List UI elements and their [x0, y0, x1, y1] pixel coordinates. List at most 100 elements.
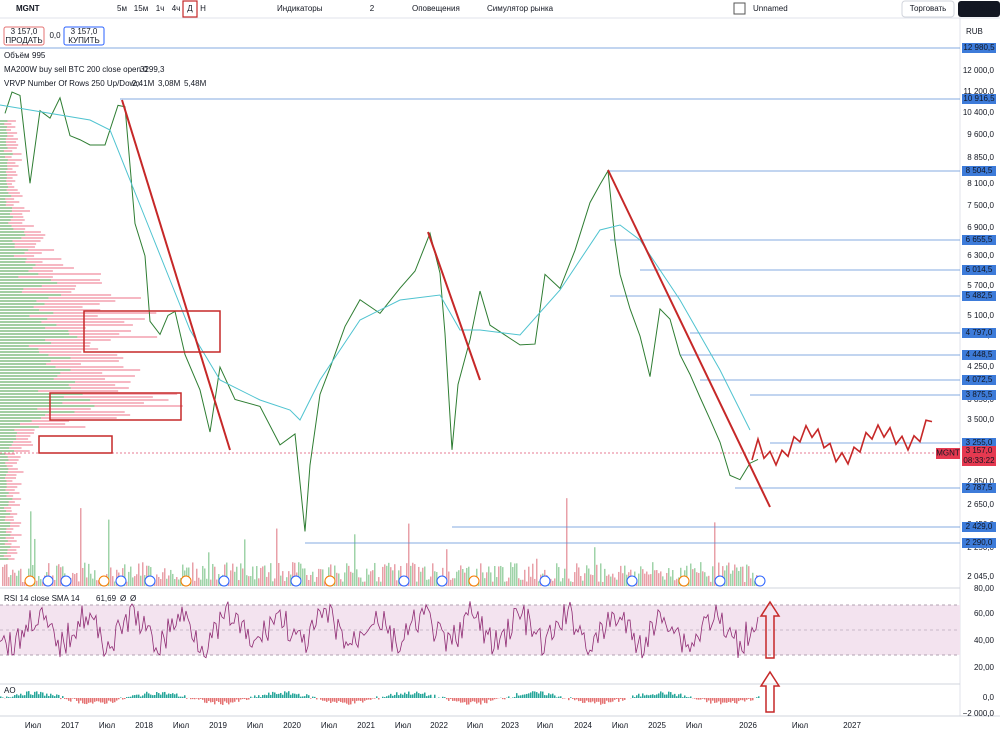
volume-profile-up	[0, 363, 46, 365]
volume-bar	[38, 576, 40, 586]
time-label: Июл	[321, 721, 338, 730]
ao-bar	[96, 698, 98, 701]
ao-bar	[54, 696, 56, 698]
ao-bar	[688, 697, 690, 698]
volume-profile-up	[0, 255, 14, 257]
volume-bar	[452, 578, 454, 586]
ao-bar	[528, 693, 530, 698]
ao-bar	[360, 698, 362, 701]
ao-bar	[346, 698, 348, 704]
ao-bar	[312, 697, 314, 698]
interval-button[interactable]: 15м	[134, 4, 148, 13]
volume-profile-up	[0, 342, 51, 344]
layout-checkbox[interactable]	[734, 3, 745, 14]
interval-button[interactable]: 1ч	[156, 4, 165, 13]
ao-bar	[262, 695, 264, 698]
ao-bar	[352, 698, 354, 701]
volume-profile-up	[0, 306, 34, 308]
volume-bar	[502, 567, 504, 586]
ao-bar	[494, 698, 496, 699]
ao-bar	[336, 698, 338, 703]
price-label: 6 300,0	[967, 251, 994, 260]
volume-profile-up	[0, 318, 47, 320]
ao-bar	[316, 698, 318, 699]
ao-bar	[164, 692, 166, 698]
ao-bar	[446, 698, 448, 699]
event-marker	[627, 576, 637, 586]
volume-bar	[752, 573, 754, 586]
indicators-button[interactable]: Индикаторы	[277, 4, 323, 13]
volume-bar	[4, 565, 6, 586]
ao-bar	[22, 695, 24, 698]
volume-bar	[408, 524, 410, 586]
volume-bar	[744, 582, 746, 586]
trade-button[interactable]: Торговать	[910, 4, 947, 13]
ao-bar	[428, 695, 430, 698]
ao-bar	[184, 695, 186, 698]
event-marker	[61, 576, 71, 586]
ao-bar	[258, 695, 260, 698]
volume-profile-up	[0, 435, 16, 437]
publish-button[interactable]: Опубликов	[964, 4, 1000, 13]
volume-profile-up	[0, 177, 7, 179]
time-label: 2027	[843, 721, 861, 730]
volume-bar	[500, 566, 502, 586]
volume-bar	[666, 573, 668, 586]
ao-bar	[106, 698, 108, 703]
volume-bar	[494, 566, 496, 586]
volume-bar	[274, 578, 276, 586]
volume-bar	[388, 563, 390, 586]
alerts-button[interactable]: Оповещения	[412, 4, 460, 13]
ao-bar	[680, 694, 682, 698]
volume-profile-up	[0, 330, 68, 332]
level-label: 3 875,5	[966, 390, 993, 399]
buy-price: 3 157,0	[71, 27, 98, 36]
ao-bar	[456, 698, 458, 701]
volume-bar	[22, 582, 24, 586]
interval-button[interactable]: 5м	[117, 4, 127, 13]
interval-button[interactable]: Д	[187, 4, 193, 13]
volume-profile-up	[0, 357, 70, 359]
volume-bar	[460, 565, 462, 586]
ao-bar	[640, 697, 642, 698]
volume-bar	[704, 572, 706, 586]
interval-button[interactable]: 4ч	[172, 4, 181, 13]
simulator-button[interactable]: Симулятор рынка	[487, 4, 554, 13]
volume-bar	[590, 575, 592, 586]
sell-price: 3 157,0	[11, 27, 38, 36]
symbol-search[interactable]: MGNT	[16, 4, 40, 13]
ao-bar	[44, 696, 46, 698]
event-marker	[43, 576, 53, 586]
volume-bar	[342, 582, 344, 586]
price-label: 8 850,0	[967, 153, 994, 162]
volume-bar	[638, 574, 640, 586]
volume-profile-up	[0, 189, 7, 191]
volume-bar	[260, 568, 262, 586]
volume-bar	[506, 581, 508, 586]
volume-profile-up	[0, 417, 41, 419]
volume-bar	[552, 581, 554, 586]
volume-bar	[618, 572, 620, 586]
volume-bar	[358, 577, 360, 586]
volume-bar	[84, 563, 86, 586]
ao-bar	[18, 695, 20, 698]
ao-bar	[46, 694, 48, 698]
ao-bar	[670, 692, 672, 698]
volume-bar	[138, 564, 140, 586]
volume-profile-up	[0, 258, 27, 260]
volume-bar	[520, 580, 522, 586]
volume-bar	[580, 576, 582, 586]
interval-button[interactable]: Н	[200, 4, 206, 13]
volume-profile-up	[0, 297, 48, 299]
volume-profile-up	[0, 387, 71, 389]
ao-bar	[122, 698, 124, 700]
ao-bar	[254, 695, 256, 698]
layout-name[interactable]: Unnamed	[753, 4, 788, 13]
ao-bar	[756, 697, 758, 698]
volume-bar	[428, 579, 430, 586]
volume-bar	[702, 571, 704, 586]
level-label: 4 072,5	[966, 375, 993, 384]
volume-bar	[348, 566, 350, 586]
ao-bar	[552, 694, 554, 698]
volume-bar	[394, 564, 396, 586]
